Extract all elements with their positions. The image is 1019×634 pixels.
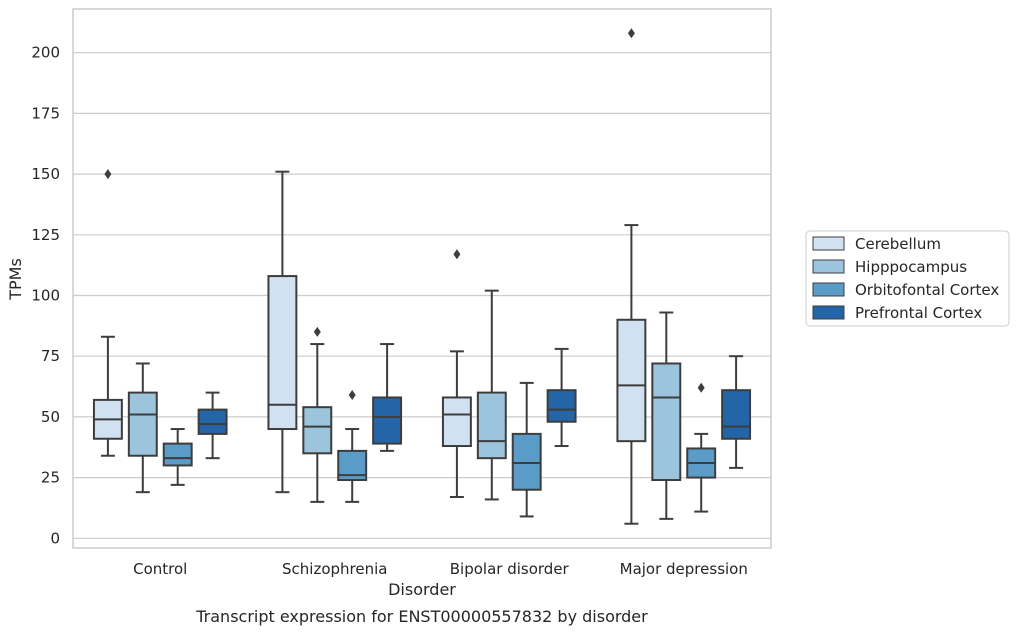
y-tick-label: 200 — [31, 44, 60, 62]
x-tick-label: Major depression — [620, 560, 748, 578]
gridlines — [73, 52, 771, 539]
x-tick-labels: Control Schizophrenia Bipolar disorder Majo… — [133, 560, 748, 578]
box-group — [721, 355, 752, 469]
box-group — [372, 343, 403, 452]
box — [302, 406, 333, 455]
box-group — [441, 249, 472, 499]
outlier-point — [627, 28, 635, 39]
box — [651, 362, 682, 482]
box — [441, 396, 472, 448]
box — [162, 442, 193, 467]
box-group — [127, 362, 158, 494]
legend-label: Orbitofontal Cortex — [855, 281, 999, 299]
y-tick-label: 150 — [31, 165, 60, 183]
box-group — [686, 382, 717, 513]
x-tick-label: Schizophrenia — [282, 560, 387, 578]
box — [476, 391, 507, 460]
legend-swatch — [812, 282, 845, 297]
box — [127, 391, 158, 457]
box-plot-boxes — [92, 28, 752, 525]
legend-label: Cerebellum — [855, 235, 941, 253]
y-tick-label: 175 — [31, 104, 60, 122]
box-group — [651, 311, 682, 520]
box — [721, 389, 752, 440]
y-tick-label: 0 — [50, 529, 60, 547]
legend-swatch — [812, 305, 845, 320]
x-tick-label: Bipolar disorder — [450, 560, 570, 578]
y-tick-label: 100 — [31, 286, 60, 304]
legend-label: Prefrontal Cortex — [855, 304, 982, 322]
outlier-point — [313, 326, 321, 337]
outlier-point — [348, 390, 356, 401]
legend-frame — [805, 230, 1010, 327]
legend-label: Hipppocampus — [855, 258, 967, 276]
box — [511, 432, 542, 491]
box-group — [162, 428, 193, 486]
y-tick-label: 75 — [41, 347, 60, 365]
legend-items: Cerebellum Hipppocampus Orbitofontal Corte… — [812, 235, 999, 322]
y-axis-label: TPMs — [6, 258, 25, 301]
box-group — [476, 289, 507, 501]
chart-caption: Transcript expression for ENST0000055783… — [195, 607, 648, 626]
outlier-point — [104, 169, 112, 180]
box — [267, 275, 298, 431]
outlier-point — [453, 249, 461, 260]
box-group — [511, 381, 542, 518]
x-tick-label: Control — [133, 560, 187, 578]
y-tick-label: 50 — [41, 408, 60, 426]
box-group — [337, 390, 368, 503]
box-group — [267, 170, 298, 494]
box-group — [302, 326, 333, 503]
box — [197, 408, 228, 435]
y-tick-labels: 0 25 50 75 100 125 150 175 200 — [31, 44, 60, 548]
y-tick-label: 25 — [41, 469, 60, 487]
y-tick-label: 125 — [31, 226, 60, 244]
box-group — [546, 347, 577, 448]
legend: Cerebellum Hipppocampus Orbitofontal Corte… — [805, 230, 1010, 327]
plot-frame — [72, 8, 772, 549]
legend-swatch — [812, 259, 845, 274]
box — [546, 389, 577, 423]
legend-swatch — [812, 236, 845, 251]
outlier-point — [697, 382, 705, 393]
box — [372, 396, 403, 445]
box-group — [197, 391, 228, 460]
box — [616, 318, 647, 443]
box-group — [92, 169, 123, 457]
box-group — [616, 28, 647, 525]
x-axis-label: Disorder — [388, 580, 456, 599]
